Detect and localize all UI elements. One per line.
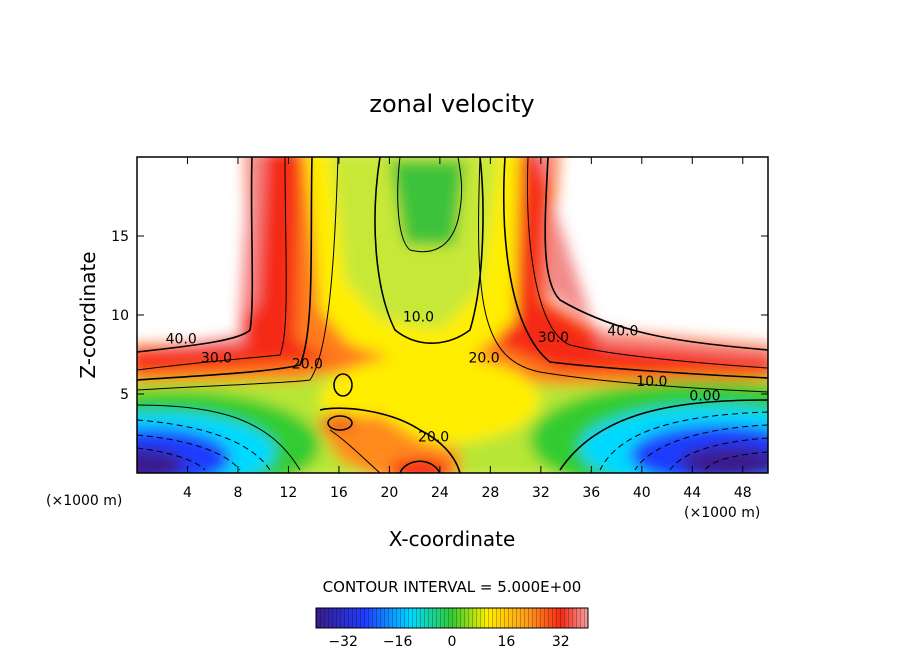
contour-lines bbox=[137, 157, 768, 473]
x-tick-label: 48 bbox=[734, 485, 752, 501]
x-unit-label: (×1000 m) bbox=[684, 505, 760, 521]
x-tick-label: 24 bbox=[431, 485, 449, 501]
contour-label: 40.0 bbox=[166, 331, 197, 347]
x-tick-label: 16 bbox=[330, 485, 348, 501]
colorbar-tick-label: 32 bbox=[552, 634, 570, 650]
colorbar-tick-label: 0 bbox=[448, 634, 457, 650]
z-axis-ticks: 5 10 15 bbox=[111, 229, 768, 403]
contour-label: 0.00 bbox=[689, 388, 720, 404]
x-tick-label: 8 bbox=[233, 485, 242, 501]
contour-label: 40.0 bbox=[607, 324, 638, 340]
x-tick-label: 12 bbox=[280, 485, 298, 501]
x-tick-label: 20 bbox=[380, 485, 398, 501]
colorbar-tick-label: −16 bbox=[383, 634, 413, 650]
chart-title: zonal velocity bbox=[369, 90, 534, 118]
colorbar-ticks: −32 −16 0 16 32 bbox=[328, 634, 569, 650]
x-tick-label: 40 bbox=[633, 485, 651, 501]
contour-label: 10.0 bbox=[636, 374, 667, 390]
contour-label: 30.0 bbox=[538, 330, 569, 346]
x-axis-label: X-coordinate bbox=[389, 527, 516, 551]
z-tick-label: 5 bbox=[120, 387, 129, 403]
colorbar-stripes bbox=[316, 608, 588, 628]
x-tick-label: 36 bbox=[582, 485, 600, 501]
y-axis-label: Z-coordinate bbox=[76, 251, 100, 378]
contour-interval-label: CONTOUR INTERVAL = 5.000E+00 bbox=[323, 578, 582, 596]
z-tick-label: 15 bbox=[111, 229, 129, 245]
contour-label: 20.0 bbox=[418, 429, 449, 445]
x-tick-label: 28 bbox=[481, 485, 499, 501]
x-tick-label: 44 bbox=[683, 485, 701, 501]
contour-label: 20.0 bbox=[292, 357, 323, 373]
colorbar-frame bbox=[315, 607, 589, 629]
x-tick-label: 4 bbox=[183, 485, 192, 501]
contour-label: 10.0 bbox=[403, 309, 434, 325]
colorbar: −32 −16 0 16 32 bbox=[315, 607, 589, 650]
x-tick-label: 32 bbox=[532, 485, 550, 501]
contour-label: 20.0 bbox=[468, 350, 499, 366]
z-tick-label: 10 bbox=[111, 308, 129, 324]
colorbar-tick-label: −32 bbox=[328, 634, 358, 650]
contour-label: 30.0 bbox=[201, 350, 232, 366]
x-axis-ticks: 4 8 12 16 20 24 28 32 36 40 44 48 bbox=[183, 157, 752, 501]
z-unit-label: (×1000 m) bbox=[46, 493, 122, 509]
colorbar-tick-label: 16 bbox=[497, 634, 515, 650]
